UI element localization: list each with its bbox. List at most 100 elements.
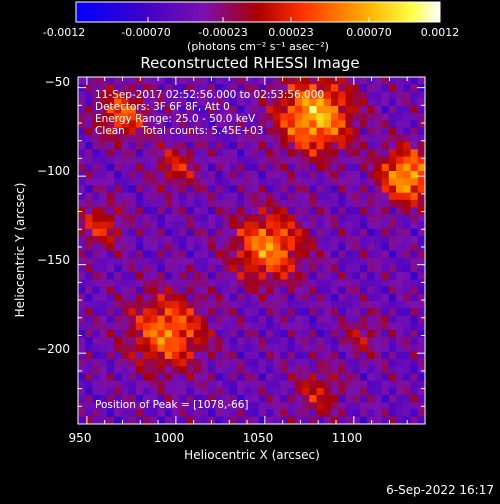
heatmap-cell: [287, 113, 296, 121]
heatmap-cell: [403, 178, 412, 187]
heatmap-cell: [150, 134, 159, 143]
heatmap-cell: [193, 199, 202, 208]
heatmap-cell: [85, 358, 94, 367]
heatmap-cell: [222, 402, 231, 411]
heatmap-cell: [208, 322, 216, 331]
heatmap-cell: [265, 236, 274, 244]
heatmap-cell: [85, 178, 94, 187]
heatmap-cell: [417, 315, 425, 324]
heatmap-cell: [237, 344, 245, 353]
heatmap-cell: [367, 344, 375, 353]
heatmap-cell: [164, 134, 173, 143]
heatmap-cell: [164, 105, 173, 114]
heatmap-cell: [265, 149, 274, 158]
heatmap-cell: [92, 98, 101, 107]
heatmap-cell: [143, 113, 151, 121]
heatmap-cell: [280, 286, 289, 295]
heatmap-cell: [179, 373, 188, 382]
heatmap-cell: [150, 315, 159, 324]
heatmap-cell: [338, 134, 347, 143]
heatmap-cell: [85, 250, 94, 259]
heatmap-cell: [417, 91, 425, 100]
heatmap-cell: [114, 243, 122, 252]
heatmap-cell: [135, 286, 144, 295]
heatmap-cell: [92, 134, 101, 143]
heatmap-cell: [381, 185, 390, 194]
heatmap-cell: [345, 221, 354, 230]
heatmap-cell: [396, 387, 404, 396]
heatmap-cell: [135, 250, 144, 259]
heatmap-cell: [135, 207, 144, 215]
heatmap-cell: [323, 373, 332, 382]
heatmap-cell: [359, 156, 368, 165]
heatmap-cell: [121, 156, 130, 165]
y-tick-label: −100: [37, 164, 70, 178]
heatmap-cell: [229, 77, 238, 85]
heatmap-cell: [143, 308, 151, 317]
heatmap-cell: [114, 127, 122, 136]
heatmap-cell: [396, 366, 404, 374]
heatmap-cell: [323, 272, 332, 281]
heatmap-cell: [280, 416, 289, 424]
heatmap-cell: [128, 279, 137, 288]
heatmap-cell: [114, 91, 122, 100]
heatmap-cell: [164, 199, 173, 208]
heatmap-cell: [244, 127, 253, 136]
heatmap-cell: [237, 192, 245, 201]
heatmap-cell: [294, 214, 303, 223]
heatmap-cell: [381, 351, 390, 360]
heatmap-cell: [352, 214, 361, 223]
heatmap-cell: [143, 330, 151, 338]
heatmap-cell: [287, 170, 296, 179]
heatmap-cell: [417, 264, 425, 273]
heatmap-cell: [265, 134, 274, 143]
heatmap-cell: [280, 192, 289, 201]
heatmap-cell: [338, 351, 347, 360]
heatmap-cell: [359, 402, 368, 411]
heatmap-cell: [186, 395, 195, 403]
heatmap-cell: [367, 163, 375, 172]
heatmap-cell: [92, 322, 101, 331]
heatmap-cell: [287, 344, 296, 353]
heatmap-cell: [302, 170, 310, 179]
heatmap-cell: [229, 279, 238, 288]
heatmap-cell: [323, 409, 332, 418]
heatmap-cell: [208, 416, 216, 424]
heatmap-cell: [294, 84, 303, 93]
heatmap-cell: [374, 337, 383, 346]
heatmap-cell: [200, 373, 209, 382]
heatmap-cell: [114, 98, 122, 107]
heatmap-cell: [280, 120, 289, 129]
heatmap-cell: [171, 286, 180, 295]
heatmap-cell: [92, 91, 101, 100]
heatmap-cell: [186, 149, 195, 158]
heatmap-cell: [179, 192, 188, 201]
heatmap-cell: [237, 243, 245, 252]
heatmap-cell: [352, 337, 361, 346]
heatmap-cell: [280, 301, 289, 309]
heatmap-cell: [106, 308, 115, 317]
x-tick-label: 1050: [243, 431, 274, 445]
heatmap-cell: [273, 214, 282, 223]
heatmap-cell: [121, 272, 130, 281]
heatmap-cell: [403, 236, 412, 244]
heatmap-cell: [186, 228, 195, 237]
heatmap-cell: [200, 301, 209, 309]
heatmap-cell: [345, 243, 354, 252]
heatmap-cell: [265, 257, 274, 266]
heatmap-cell: [388, 214, 397, 223]
heatmap-cell: [352, 185, 361, 194]
heatmap-cell: [237, 301, 245, 309]
heatmap-cell: [258, 351, 267, 360]
heatmap-cell: [381, 207, 390, 215]
heatmap-cell: [157, 142, 166, 150]
heatmap-cell: [128, 156, 137, 165]
heatmap-cell: [99, 272, 108, 281]
heatmap-cell: [338, 315, 347, 324]
heatmap-cell: [352, 301, 361, 309]
heatmap-cell: [323, 330, 332, 338]
heatmap-cell: [179, 279, 188, 288]
heatmap-cell: [403, 293, 412, 302]
heatmap-cell: [157, 149, 166, 158]
heatmap-cell: [157, 127, 166, 136]
